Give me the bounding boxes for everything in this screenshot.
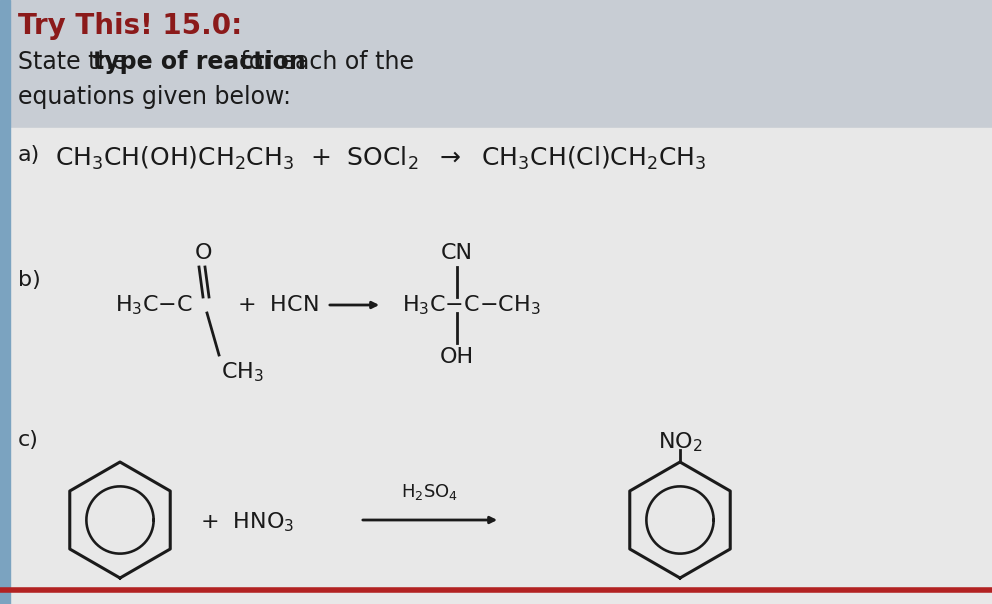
Text: State the: State the bbox=[18, 50, 135, 74]
Text: for each of the: for each of the bbox=[233, 50, 414, 74]
Text: $+$  HNO$_3$: $+$ HNO$_3$ bbox=[200, 510, 295, 533]
Text: CH$_3$CH(OH)CH$_2$CH$_3$  +  SOCl$_2$  $\rightarrow$  CH$_3$CH(Cl)CH$_2$CH$_3$: CH$_3$CH(OH)CH$_2$CH$_3$ + SOCl$_2$ $\ri… bbox=[55, 145, 706, 172]
Text: $+$  HCN: $+$ HCN bbox=[237, 295, 318, 315]
Text: H$_3$C$-$C: H$_3$C$-$C bbox=[115, 293, 192, 317]
Bar bbox=[0, 128, 992, 604]
Text: type of reaction: type of reaction bbox=[93, 50, 306, 74]
Text: OH: OH bbox=[439, 347, 474, 367]
Text: Try This! 15.0:: Try This! 15.0: bbox=[18, 12, 242, 40]
Bar bbox=[0, 0, 992, 128]
Text: H$_2$SO$_4$: H$_2$SO$_4$ bbox=[402, 482, 458, 502]
Text: O: O bbox=[194, 243, 211, 263]
Bar bbox=[0, 0, 10, 604]
Text: a): a) bbox=[18, 145, 41, 165]
Text: equations given below:: equations given below: bbox=[18, 85, 291, 109]
Text: NO$_2$: NO$_2$ bbox=[658, 430, 702, 454]
Text: c): c) bbox=[18, 430, 39, 450]
Text: CN: CN bbox=[441, 243, 473, 263]
Text: b): b) bbox=[18, 270, 41, 290]
Text: H$_3$C$-$C$-$CH$_3$: H$_3$C$-$C$-$CH$_3$ bbox=[402, 293, 541, 317]
Text: CH$_3$: CH$_3$ bbox=[221, 360, 264, 384]
